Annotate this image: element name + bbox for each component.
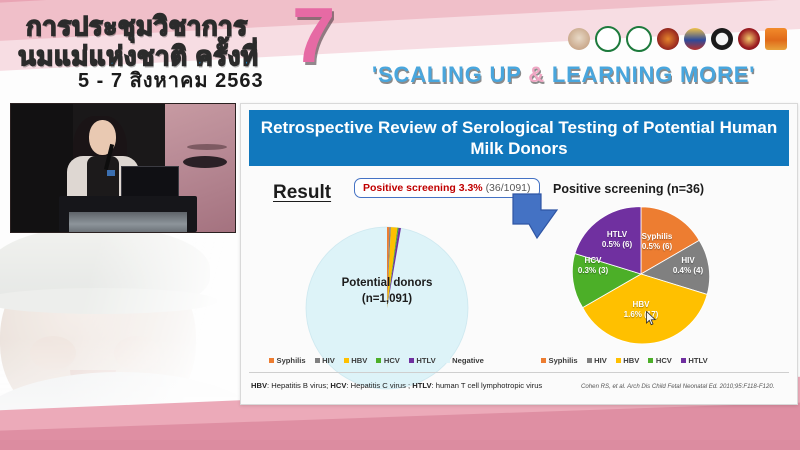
pie-label-hiv-value: 0.4% (4): [672, 266, 704, 275]
abbr-hbv-value: : Hepatitis B virus;: [267, 381, 331, 390]
conference-date: 5 - 7 สิงหาคม 2563: [78, 70, 264, 92]
pie-label-hbv: HBV 1.6% (17): [615, 300, 667, 320]
legend-label-hcv: HCV: [655, 356, 672, 365]
sponsor-logo-row: [568, 26, 787, 52]
abbr-hbv-key: HBV: [251, 381, 268, 390]
slice-syphilis: [387, 227, 390, 308]
conference-title-line2: นมแม่แห่งชาติ ครั้งที่: [17, 40, 259, 72]
legend-item-hiv: HIV: [586, 356, 607, 365]
positive-screening-callout: Positive screening 3.3% (36/1091): [354, 178, 540, 198]
legend-label-htlv: HTLV: [688, 356, 708, 365]
conference-edition-number: 7: [292, 0, 336, 79]
positive-screening-legend: Syphilis HIV HBV HCV HTLV: [541, 356, 708, 365]
pie-label-hcv-value: 0.3% (3): [577, 266, 609, 275]
slice-hiv: [387, 227, 391, 308]
callout-fraction-text: (36/1091): [485, 182, 531, 194]
callout-highlight-text: Positive screening 3.3%: [363, 182, 483, 194]
legend-label-syphilis: Syphilis: [276, 356, 306, 365]
logo-black-emblem-icon: [711, 28, 733, 50]
pie-label-hcv-name: HCV: [584, 256, 602, 265]
tagline-part1: 'SCALING UP: [372, 62, 529, 87]
slice-hcv: [571, 253, 643, 309]
logo-red-emblem-icon: [738, 28, 760, 50]
legend-item-hiv: HIV: [314, 356, 335, 365]
legend-item-htlv: HTLV: [408, 356, 436, 365]
slice-htlv: [574, 206, 642, 275]
legend-label-htlv: HTLV: [416, 356, 436, 365]
abbr-hcv-value: : Hepatitis C virus ;: [346, 381, 413, 390]
logo-ministry-public-health-2-icon: [626, 26, 652, 52]
logo-ministry-public-health-1-icon: [595, 26, 621, 52]
presenter-video-panel[interactable]: [10, 103, 236, 233]
pie-label-syphilis-value: 0.5% (6): [641, 242, 673, 251]
pie-label-htlv: HTLV 0.5% (6): [593, 230, 641, 250]
legend-item-syphilis: Syphilis: [269, 356, 306, 365]
pie-label-syphilis: Syphilis 0.5% (6): [633, 232, 681, 252]
slice-syphilis: [640, 206, 700, 275]
logo-royal-seal-icon: [568, 28, 590, 50]
legend-label-hiv: HIV: [322, 356, 335, 365]
slice-htlv: [387, 227, 401, 308]
pie-label-hiv-name: HIV: [681, 256, 695, 265]
abbr-htlv-key: HTLV: [412, 381, 432, 390]
positive-screening-pie-title: Positive screening (n=36): [553, 182, 705, 196]
legend-label-syphilis: Syphilis: [548, 356, 578, 365]
pie-label-hbv-name: HBV: [632, 300, 650, 309]
logo-thai-red-cross-icon: [657, 28, 679, 50]
pie-label-htlv-value: 0.5% (6): [601, 240, 633, 249]
slice-hiv: [639, 239, 711, 295]
legend-item-hcv: HCV: [648, 356, 672, 365]
pie-label-htlv-name: HTLV: [606, 230, 628, 239]
pie-label-hcv: HCV 0.3% (3): [571, 256, 615, 276]
tagline-ampersand: &: [528, 62, 545, 87]
legend-label-hbv: HBV: [623, 356, 640, 365]
abbreviation-footnote: HBV: Hepatitis B virus; HCV: Hepatitis C…: [251, 381, 542, 390]
logo-thaihealth-sss-icon: [765, 28, 787, 50]
footer-divider: [249, 372, 789, 373]
mouse-cursor-icon: [646, 311, 657, 326]
legend-item-hcv: HCV: [376, 356, 400, 365]
blue-arrow-icon: [512, 193, 559, 240]
positive-screening-pie-chart: [571, 206, 711, 344]
legend-item-syphilis: Syphilis: [541, 356, 578, 365]
legend-item-negative: Negative: [444, 356, 484, 365]
slice-hcv: [387, 227, 399, 308]
legend-item-hbv: HBV: [343, 356, 368, 365]
logo-royal-crest-icon: [684, 28, 706, 50]
bottom-pink-edge: [0, 440, 800, 450]
pie-label-hiv: HIV 0.4% (4): [665, 256, 711, 276]
potential-donors-pie-chart: [305, 226, 469, 390]
slice-hbv: [387, 227, 398, 308]
potential-donors-legend: Syphilis HIV HBV HCV HTLV Negative: [269, 356, 484, 365]
legend-label-hbv: HBV: [351, 356, 368, 365]
result-heading: Result: [273, 182, 332, 203]
slice-hbv: [582, 273, 708, 344]
potential-donors-center-label: Potential donors (n=1,091): [303, 276, 471, 307]
legend-label-negative: Negative: [452, 356, 484, 365]
conference-title-line1: การประชุมวิชาการ: [25, 10, 248, 42]
legend-label-hcv: HCV: [383, 356, 400, 365]
citation-text: Cohen RS, et al. Arch Dis Child Fetal Ne…: [581, 383, 775, 390]
legend-item-hbv: HBV: [615, 356, 640, 365]
legend-item-htlv: HTLV: [680, 356, 708, 365]
slide-title: Retrospective Review of Serological Test…: [249, 110, 789, 166]
potential-donors-subtitle: (n=1,091): [361, 292, 413, 305]
abbr-hcv-key: HCV: [330, 381, 347, 390]
pie-label-hbv-value: 1.6% (17): [623, 310, 659, 319]
potential-donors-title: Potential donors: [341, 277, 433, 289]
presentation-slide: Retrospective Review of Serological Test…: [240, 103, 798, 405]
tagline-part2: LEARNING MORE': [544, 62, 756, 87]
pie-label-syphilis-name: Syphilis: [641, 232, 673, 241]
legend-label-hiv: HIV: [594, 356, 607, 365]
abbr-htlv-value: : human T cell lymphotropic virus: [431, 381, 543, 390]
conference-tagline: 'SCALING UP & LEARNING MORE': [372, 62, 755, 88]
